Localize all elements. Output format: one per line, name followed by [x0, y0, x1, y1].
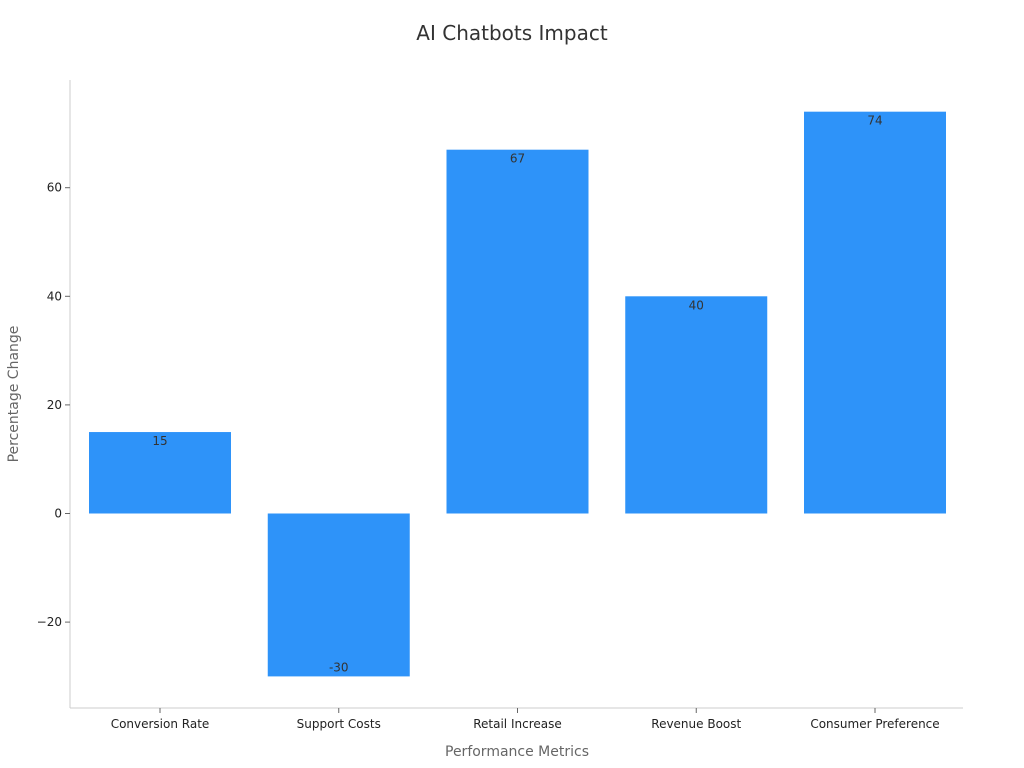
bar-consumer-preference [804, 111, 946, 514]
y-tick-label: 40 [47, 289, 62, 303]
data-label: 15 [152, 434, 167, 448]
bar-revenue-boost [625, 296, 768, 514]
chart-title: AI Chatbots Impact [416, 21, 608, 45]
x-tick-label: Revenue Boost [651, 717, 741, 731]
data-labels-group: 15 -30 67 40 74 [152, 114, 882, 675]
y-tick-label: 20 [47, 398, 62, 412]
data-label: 67 [510, 152, 525, 166]
x-axis-label: Performance Metrics [445, 744, 589, 760]
bar-support-costs [267, 513, 410, 677]
y-axis-ticks: −20 0 20 40 60 [37, 181, 70, 629]
x-tick-label: Support Costs [297, 717, 381, 731]
x-tick-label: Conversion Rate [111, 717, 210, 731]
y-tick-label: −20 [37, 615, 62, 629]
data-label: -30 [329, 660, 349, 674]
bar-retail-increase [446, 149, 589, 514]
y-axis-label: Percentage Change [6, 326, 22, 463]
data-label: 74 [867, 114, 882, 128]
data-label: 40 [689, 298, 704, 312]
y-tick-label: 60 [47, 181, 62, 195]
x-axis-ticks: Conversion Rate Support Costs Retail Incre… [111, 708, 940, 731]
bars-group [89, 111, 946, 677]
x-tick-label: Retail Increase [473, 717, 562, 731]
bar-conversion-rate [89, 432, 231, 514]
y-tick-label: 0 [54, 507, 62, 521]
x-tick-label: Consumer Preference [810, 717, 939, 731]
